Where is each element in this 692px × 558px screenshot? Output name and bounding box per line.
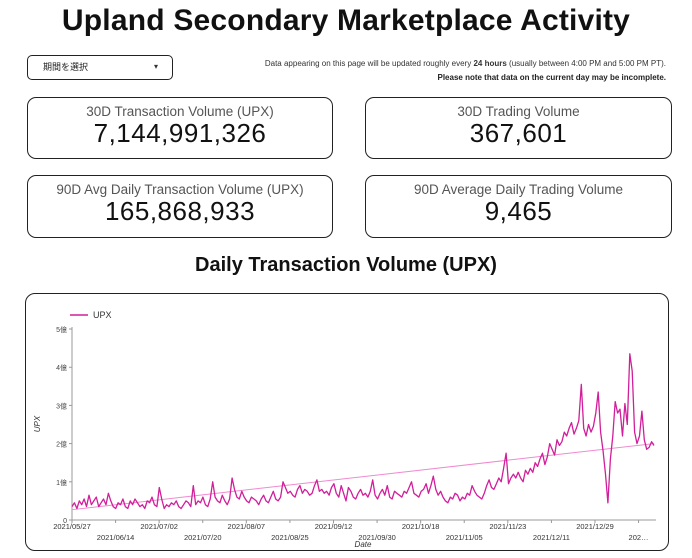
y-tick-label: 3億 (56, 401, 67, 410)
x-tick-label: 2021/11/23 (489, 522, 526, 531)
stat-card-tx-volume-30d: 30D Transaction Volume (UPX) 7,144,991,3… (27, 97, 333, 159)
series-line-upx[interactable] (71, 353, 655, 510)
period-select-value: 期間を選択 (43, 62, 89, 72)
y-tick-label: 0 (63, 518, 67, 525)
legend-label-upx: UPX (93, 310, 112, 320)
x-tick-label: 2021/07/02 (140, 522, 178, 531)
x-tick-label: 2021/09/30 (358, 533, 396, 542)
chevron-down-icon: ▾ (153, 62, 158, 71)
x-tick-label: 2021/12/11 (533, 533, 570, 542)
page-title: Upland Secondary Marketplace Activity (61, 4, 631, 37)
y-tick-label: 5億 (56, 325, 67, 334)
x-tick-label: 202… (629, 533, 649, 542)
line-chart: UPX 0 1億 2億 3億 4億 5億 2021/05/27 2021/06/14 2021/… (33, 310, 656, 549)
stat-label: 30D Transaction Volume (UPX) (86, 104, 274, 119)
x-tick-label: 2021/08/25 (271, 533, 309, 542)
x-tick-label: 2021/09/12 (315, 522, 353, 531)
y-tick-label: 2億 (56, 440, 67, 449)
trend-line (71, 443, 655, 511)
period-select[interactable]: 期間を選択 ▾ (27, 55, 173, 80)
stat-card-avg-daily-trading-90d: 90D Average Daily Trading Volume 9,465 (365, 175, 672, 238)
x-tick-label: 2021/12/29 (576, 522, 614, 531)
x-axis-label: Date (355, 540, 372, 549)
chart-panel: UPX 0 1億 2億 3億 4億 5億 2021/05/27 2021/06/14 2021/… (25, 293, 669, 551)
y-tick-label: 4億 (56, 363, 67, 372)
update-notice-line2: Please note that data on the current day… (437, 73, 666, 82)
stat-label: 30D Trading Volume (457, 104, 580, 119)
y-axis-label: UPX (33, 415, 42, 432)
stat-card-avg-daily-tx-90d: 90D Avg Daily Transaction Volume (UPX) 1… (27, 175, 333, 238)
chart-legend[interactable]: UPX (70, 310, 112, 320)
x-tick-label: 2021/07/20 (184, 533, 222, 542)
stat-value: 9,465 (484, 196, 553, 226)
chart-title: Daily Transaction Volume (UPX) (195, 254, 497, 276)
stat-card-trading-volume-30d: 30D Trading Volume 367,601 (365, 97, 672, 159)
stat-value: 367,601 (469, 118, 568, 148)
x-tick-label: 2021/10/18 (402, 522, 440, 531)
update-notice-line1: Data appearing on this page will be upda… (264, 59, 666, 68)
update-notice: Data appearing on this page will be upda… (196, 57, 666, 85)
x-tick-label: 2021/06/14 (97, 533, 135, 542)
x-tick-label: 2021/05/27 (53, 522, 91, 531)
y-tick-label: 1億 (56, 478, 67, 487)
stat-label: 90D Average Daily Trading Volume (413, 182, 624, 197)
stat-label: 90D Avg Daily Transaction Volume (UPX) (56, 182, 304, 197)
x-tick-label: 2021/08/07 (228, 522, 266, 531)
x-tick-label: 2021/11/05 (446, 533, 483, 542)
stat-value: 7,144,991,326 (93, 118, 267, 148)
stat-value: 165,868,933 (104, 196, 256, 226)
